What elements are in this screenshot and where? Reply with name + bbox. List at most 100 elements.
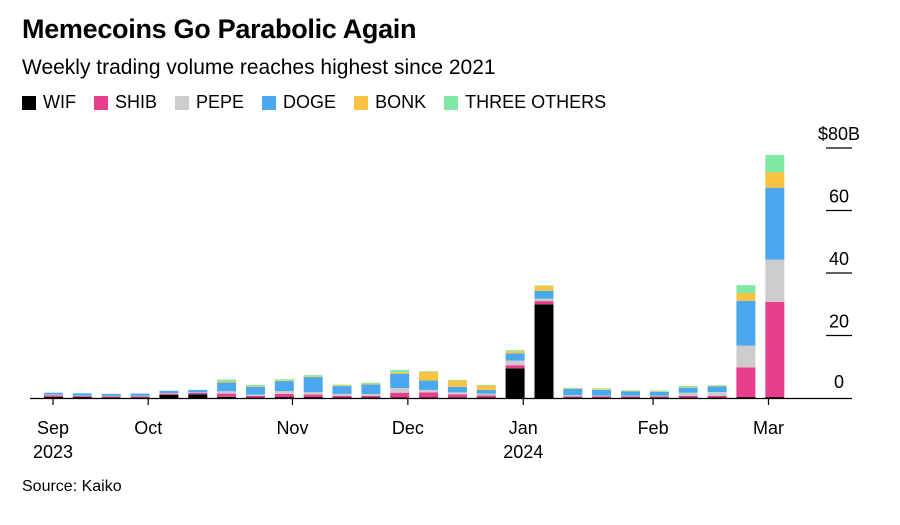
- bar-segment-three-others-week-15: [476, 384, 496, 386]
- bar-segment-shib-week-22: [678, 395, 698, 398]
- bar-segment-pepe-week-25: [765, 259, 785, 302]
- bar-segment-three-others-week-16: [505, 350, 525, 352]
- bar-segment-three-others-week-13: [419, 371, 439, 372]
- legend-item-bonk: BONK: [354, 92, 426, 113]
- bar-segment-doge-week-3: [130, 393, 150, 396]
- bar-segment-doge-week-0: [44, 392, 63, 395]
- bar-segment-wif-week-19: [592, 397, 612, 398]
- x-tick-label-oct: Oct: [134, 418, 162, 438]
- bar-segment-shib-week-3: [130, 396, 150, 398]
- bar-segment-wif-week-18: [563, 397, 583, 398]
- bar-segment-wif-week-15: [476, 397, 496, 398]
- bar-segment-shib-week-1: [72, 396, 92, 397]
- bar-segment-doge-week-23: [707, 386, 727, 392]
- bar-segment-three-others-week-18: [563, 387, 583, 389]
- bar-segment-doge-week-14: [447, 386, 467, 393]
- bar-segment-pepe-week-0: [44, 394, 63, 396]
- bar-segment-shib-week-18: [563, 396, 583, 398]
- bar-segment-shib-week-14: [447, 394, 467, 398]
- bar-segment-pepe-week-13: [419, 389, 439, 393]
- bar-segment-doge-week-10: [332, 386, 352, 394]
- bar-segment-wif-week-8: [274, 397, 294, 398]
- bar-segment-pepe-week-15: [476, 393, 496, 396]
- legend-swatch-shib: [94, 95, 108, 110]
- bar-segment-bonk-week-8: [274, 380, 294, 382]
- bar-segment-three-others-week-9: [303, 375, 323, 377]
- bar-segment-shib-week-0: [44, 395, 63, 397]
- bar-segment-pepe-week-14: [447, 392, 467, 395]
- bar-segment-three-others-week-7: [246, 384, 265, 386]
- bar-segment-wif-week-10: [332, 397, 352, 398]
- bar-segment-wif-week-17: [534, 304, 554, 399]
- bar-segment-shib-week-5: [188, 393, 208, 395]
- legend-label-wif: WIF: [43, 92, 76, 112]
- bar-segment-doge-week-15: [476, 389, 496, 394]
- bar-segment-three-others-week-17: [534, 285, 554, 286]
- bar-segment-doge-week-1: [72, 393, 92, 396]
- bar-segment-wif-week-7: [246, 397, 265, 398]
- bar-segment-three-others-week-12: [390, 369, 410, 373]
- bar-segment-three-others-week-11: [361, 382, 381, 384]
- bar-segment-shib-week-12: [390, 392, 410, 398]
- bar-segment-pepe-week-23: [707, 392, 727, 396]
- bar-segment-pepe-week-12: [390, 388, 410, 393]
- bar-segment-three-others-week-22: [678, 386, 698, 387]
- bar-segment-pepe-week-7: [246, 394, 265, 396]
- bar-segment-shib-week-15: [476, 395, 496, 398]
- bar-segment-wif-week-12: [390, 397, 410, 398]
- x-tick-label-jan: Jan: [509, 418, 538, 438]
- x-tick-year-sep: 2023: [33, 442, 73, 462]
- y-tick-label-20: 20: [829, 312, 849, 332]
- bar-segment-shib-week-17: [534, 301, 554, 305]
- bar-segment-wif-week-9: [303, 397, 323, 398]
- bar-segment-shib-week-4: [159, 393, 179, 395]
- bar-segment-wif-week-3: [130, 397, 150, 398]
- bar-segment-wif-week-20: [621, 397, 640, 398]
- bar-segment-shib-week-6: [217, 393, 237, 397]
- legend-swatch-doge: [262, 95, 277, 110]
- bar-segment-three-others-week-25: [765, 154, 785, 173]
- bar-segment-shib-week-19: [592, 396, 612, 398]
- bar-segment-three-others-week-21: [649, 390, 669, 392]
- bar-segment-pepe-week-10: [332, 393, 352, 396]
- bar-segment-pepe-week-22: [678, 392, 698, 396]
- bar-segment-three-others-week-20: [621, 390, 640, 391]
- bar-segment-bonk-week-7: [246, 385, 265, 387]
- bar-segment-pepe-week-19: [592, 395, 612, 397]
- bar-segment-wif-week-6: [217, 396, 237, 399]
- bar-segment-pepe-week-18: [563, 395, 583, 397]
- bar-segment-pepe-week-3: [130, 395, 150, 397]
- legend-label-three-others: THREE OTHERS: [465, 92, 607, 112]
- y-tick-label-60: 60: [829, 187, 849, 207]
- bar-segment-wif-week-11: [361, 397, 381, 398]
- bar-segment-three-others-week-10: [332, 384, 352, 386]
- x-tick-label-feb: Feb: [638, 418, 669, 438]
- bar-segment-pepe-week-6: [217, 391, 237, 394]
- legend-swatch-pepe: [175, 95, 190, 110]
- legend-swatch-bonk: [354, 95, 369, 110]
- bar-segment-bonk-week-9: [303, 376, 323, 377]
- legend-label-bonk: BONK: [375, 92, 427, 112]
- bar-segment-wif-week-22: [678, 397, 698, 398]
- bar-segment-shib-week-2: [101, 396, 121, 398]
- bar-segment-pepe-week-16: [505, 360, 525, 366]
- bar-segment-doge-week-8: [274, 381, 294, 392]
- legend-swatch-three-others: [444, 95, 459, 110]
- bar-segment-doge-week-21: [649, 391, 669, 396]
- legend-item-pepe: PEPE: [175, 92, 244, 113]
- bar-segment-bonk-week-13: [419, 371, 439, 381]
- bar-segment-doge-week-20: [621, 391, 640, 396]
- bar-segment-wif-week-5: [188, 394, 208, 399]
- bar-segment-doge-week-24: [736, 300, 756, 346]
- bar-segment-shib-week-9: [303, 394, 323, 398]
- bar-segment-shib-week-8: [274, 393, 294, 397]
- bar-segment-bonk-week-14: [447, 380, 467, 387]
- bar-segment-wif-week-2: [101, 397, 121, 398]
- bar-segment-pepe-week-20: [621, 395, 640, 397]
- bar-segment-doge-week-9: [303, 377, 323, 393]
- bar-segment-three-others-week-8: [274, 379, 294, 381]
- bar-segment-pepe-week-4: [159, 393, 179, 394]
- bar-segment-shib-week-13: [419, 392, 439, 398]
- legend-label-doge: DOGE: [283, 92, 337, 112]
